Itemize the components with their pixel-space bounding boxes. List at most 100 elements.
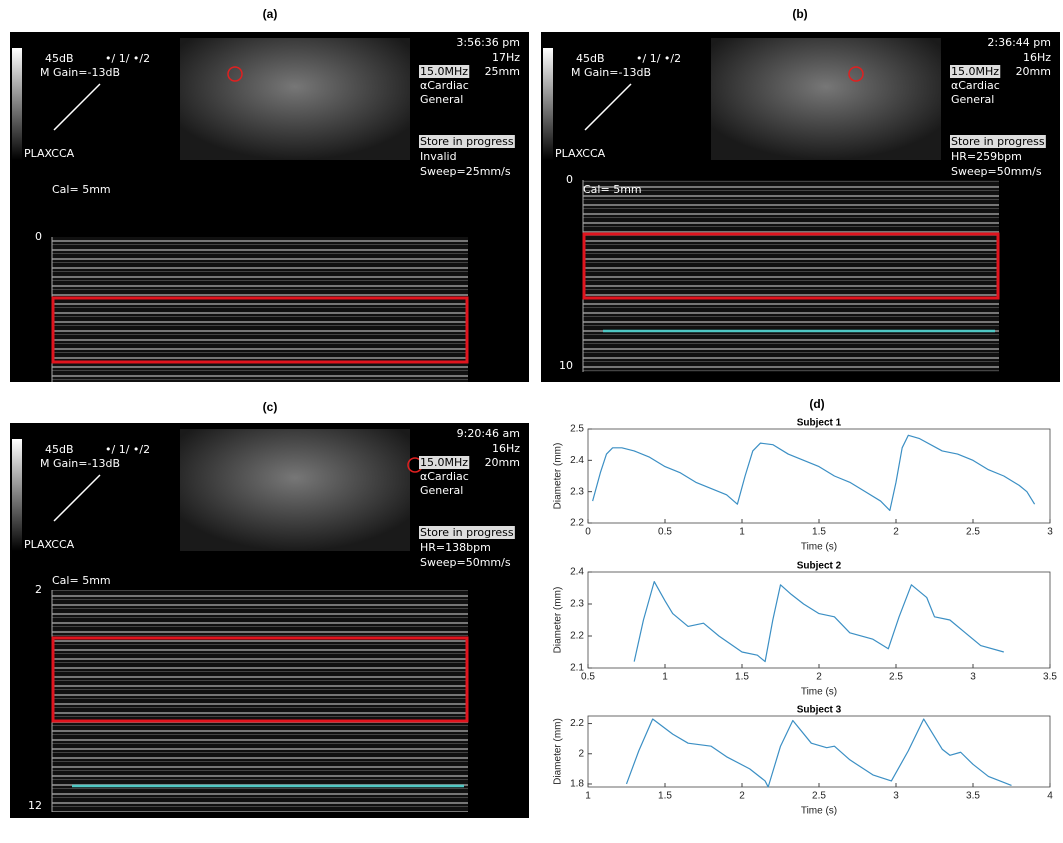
db: 45dB bbox=[576, 52, 605, 65]
status2: HR=138bpm bbox=[420, 541, 491, 554]
preset: αCardiac bbox=[951, 79, 1000, 92]
x-tick-label: 3 bbox=[970, 672, 976, 683]
m-mode-trace bbox=[52, 590, 468, 812]
x-tick-label: 2 bbox=[739, 791, 745, 802]
time: 3:56:36 pm bbox=[456, 36, 520, 49]
preset: αCardiac bbox=[420, 470, 469, 483]
x-tick-label: 1.5 bbox=[812, 527, 826, 538]
x-tick-label: 3.5 bbox=[1043, 672, 1057, 683]
y-tick-label: 2 bbox=[578, 748, 584, 759]
panel-label: (d) bbox=[809, 397, 824, 411]
db: 45dB bbox=[45, 52, 74, 65]
status: Store in progress bbox=[420, 526, 514, 539]
frame-rate: 17Hz bbox=[492, 51, 520, 64]
b-mode-image bbox=[180, 38, 410, 160]
gray-scale-bar bbox=[12, 48, 22, 160]
mode: •/ 1/ •/2 bbox=[105, 443, 150, 456]
x-tick-label: 2.5 bbox=[812, 791, 826, 802]
depth: 20mm bbox=[1016, 65, 1051, 78]
chart-title: Subject 3 bbox=[797, 705, 842, 716]
y-tick-label: 2.3 bbox=[570, 599, 584, 610]
status: Store in progress bbox=[951, 135, 1045, 148]
frame-rate: 16Hz bbox=[492, 442, 520, 455]
x-tick-label: 2.5 bbox=[966, 527, 980, 538]
y-tick-label: 2.3 bbox=[570, 486, 584, 497]
depth-label: 2 bbox=[35, 583, 42, 596]
b-mode-image bbox=[180, 429, 410, 551]
m-mode-trace bbox=[583, 180, 999, 372]
db: 45dB bbox=[45, 443, 74, 456]
plot-area bbox=[588, 429, 1050, 523]
preset2: General bbox=[951, 93, 994, 106]
y-axis-label: Diameter (mm) bbox=[553, 718, 564, 785]
preset: αCardiac bbox=[420, 79, 469, 92]
preset2: General bbox=[420, 484, 463, 497]
ultrasound-screen: 45dB •/ 1/ •/2M Gain=-13dB PLAXCCA 2:36:44 … bbox=[541, 32, 1060, 382]
x-axis-label: Time (s) bbox=[801, 806, 837, 817]
panel-label: (c) bbox=[263, 400, 278, 414]
y-tick-label: 2.4 bbox=[570, 455, 584, 466]
x-tick-label: 1.5 bbox=[735, 672, 749, 683]
depth-label: 12 bbox=[28, 799, 42, 812]
gain: M Gain=-13dB bbox=[40, 66, 120, 79]
status2: Invalid bbox=[420, 150, 457, 163]
cal: Cal= 5mm bbox=[583, 183, 642, 196]
x-axis-label: Time (s) bbox=[801, 542, 837, 553]
x-tick-label: 1 bbox=[585, 791, 591, 802]
y-tick-label: 2.4 bbox=[570, 567, 584, 578]
depth: 25mm bbox=[485, 65, 520, 78]
depth-label: 10 bbox=[559, 359, 573, 372]
plot-area bbox=[588, 716, 1050, 787]
x-tick-label: 1.5 bbox=[658, 791, 672, 802]
view: PLAXCCA bbox=[555, 147, 606, 160]
frame-rate: 16Hz bbox=[1023, 51, 1051, 64]
y-tick-label: 2.2 bbox=[570, 518, 584, 529]
depth-label: 0 bbox=[566, 173, 573, 186]
b-mode-image bbox=[711, 38, 941, 160]
preset2: General bbox=[420, 93, 463, 106]
x-tick-label: 1 bbox=[662, 672, 668, 683]
x-tick-label: 4 bbox=[1047, 791, 1053, 802]
frequency: 15.0MHz bbox=[420, 65, 468, 78]
y-tick-label: 2.1 bbox=[570, 663, 584, 674]
depth-label: 0 bbox=[35, 230, 42, 243]
gray-scale-bar bbox=[12, 439, 22, 551]
x-tick-label: 2 bbox=[816, 672, 822, 683]
gray-scale-bar bbox=[543, 48, 553, 160]
panel-label: (b) bbox=[792, 7, 807, 21]
x-tick-label: 2.5 bbox=[889, 672, 903, 683]
gain: M Gain=-13dB bbox=[571, 66, 651, 79]
y-tick-label: 1.8 bbox=[570, 779, 584, 790]
time: 9:20:46 am bbox=[457, 427, 520, 440]
ultrasound-screen: 45dB•/ 1/ •/2M Gain=-13dBPLAXCCA3:56:36 … bbox=[10, 32, 529, 382]
sweep: Sweep=25mm/s bbox=[420, 165, 511, 178]
x-tick-label: 0 bbox=[585, 527, 591, 538]
frequency: 15.0MHz bbox=[420, 456, 468, 469]
y-axis-label: Diameter (mm) bbox=[553, 587, 564, 654]
cal: Cal= 5mm bbox=[52, 574, 111, 587]
view: PLAXCCA bbox=[24, 147, 75, 160]
y-tick-label: 2.2 bbox=[570, 718, 584, 729]
depth: 20mm bbox=[485, 456, 520, 469]
y-axis-label: Diameter (mm) bbox=[553, 443, 564, 510]
time: 2:36:44 pm bbox=[987, 36, 1051, 49]
mode: •/ 1/ •/2 bbox=[636, 52, 681, 65]
sweep: Sweep=50mm/s bbox=[951, 165, 1042, 178]
gain: M Gain=-13dB bbox=[40, 457, 120, 470]
status: Store in progress bbox=[420, 135, 514, 148]
x-tick-label: 3 bbox=[1047, 527, 1053, 538]
x-tick-label: 1 bbox=[739, 527, 745, 538]
frequency: 15.0MHz bbox=[951, 65, 999, 78]
x-tick-label: 3.5 bbox=[966, 791, 980, 802]
m-mode-trace bbox=[52, 237, 468, 382]
chart-title: Subject 1 bbox=[797, 418, 842, 429]
panel-label: (a) bbox=[263, 7, 278, 21]
x-tick-label: 0.5 bbox=[658, 527, 672, 538]
x-axis-label: Time (s) bbox=[801, 687, 837, 698]
sweep: Sweep=50mm/s bbox=[420, 556, 511, 569]
x-tick-label: 3 bbox=[893, 791, 899, 802]
x-tick-label: 2 bbox=[893, 527, 899, 538]
y-tick-label: 2.5 bbox=[570, 424, 584, 435]
status2: HR=259bpm bbox=[951, 150, 1022, 163]
y-tick-label: 2.2 bbox=[570, 631, 584, 642]
